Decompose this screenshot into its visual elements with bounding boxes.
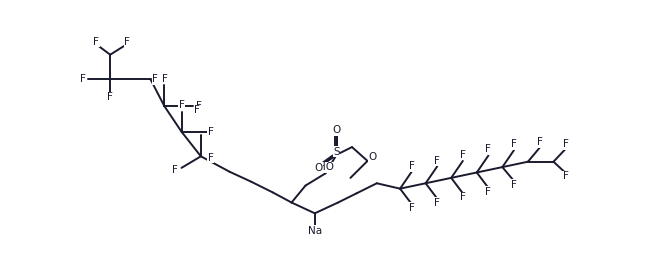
Text: F: F	[485, 187, 492, 197]
Text: F: F	[485, 144, 492, 154]
Text: F: F	[563, 171, 569, 181]
Text: F: F	[196, 101, 202, 111]
Text: Na: Na	[307, 226, 322, 236]
Text: F: F	[537, 137, 543, 147]
Text: F: F	[434, 156, 440, 166]
Text: F: F	[208, 127, 214, 137]
Text: F: F	[409, 161, 415, 171]
Text: F: F	[563, 139, 569, 149]
Text: F: F	[460, 192, 466, 202]
Text: F: F	[460, 150, 466, 160]
Text: F: F	[152, 74, 158, 84]
Text: O: O	[315, 163, 323, 173]
Text: O: O	[333, 125, 340, 135]
Text: F: F	[178, 100, 185, 110]
Text: F: F	[434, 198, 440, 208]
Text: F: F	[194, 105, 200, 115]
Text: S: S	[333, 147, 340, 157]
Text: F: F	[124, 37, 130, 47]
Text: O: O	[369, 152, 377, 162]
Text: F: F	[409, 203, 415, 213]
Text: F: F	[107, 92, 113, 102]
Text: HO: HO	[318, 162, 335, 172]
Text: F: F	[162, 73, 167, 84]
Text: F: F	[172, 165, 178, 175]
Text: F: F	[93, 37, 99, 47]
Text: F: F	[80, 74, 86, 84]
Text: F: F	[511, 139, 517, 149]
Text: F: F	[208, 153, 214, 163]
Text: F: F	[511, 180, 517, 190]
